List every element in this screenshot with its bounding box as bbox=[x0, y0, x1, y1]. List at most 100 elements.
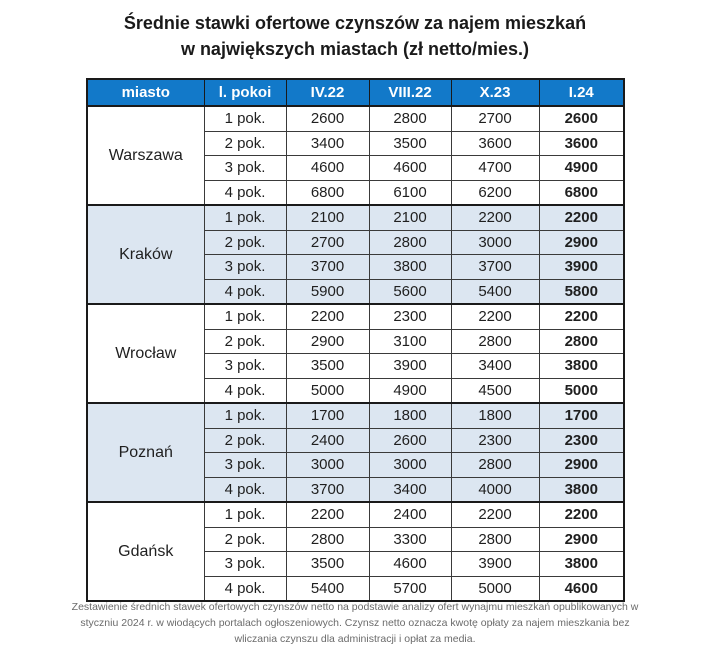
value-cell: 3900 bbox=[368, 353, 452, 379]
value-cell: 3500 bbox=[285, 551, 370, 577]
value-cell: 2600 bbox=[538, 105, 625, 132]
rooms-cell: 2 pok. bbox=[203, 130, 287, 156]
page-title: Średnie stawki ofertowe czynszów za naje… bbox=[0, 10, 710, 62]
rooms-cell: 1 pok. bbox=[203, 105, 287, 132]
table-header-row: miasto l. pokoi IV.22 VIII.22 X.23 I.24 bbox=[86, 78, 625, 107]
rooms-cell: 2 pok. bbox=[203, 427, 287, 453]
table-row: Warszawa 1 pok. 2600 2800 2700 2600 bbox=[86, 105, 625, 206]
value-cell: 3700 bbox=[450, 254, 540, 280]
page-title-line1: Średnie stawki ofertowe czynszów za naje… bbox=[123, 13, 587, 33]
value-cell: 2800 bbox=[450, 526, 540, 552]
value-cell: 3500 bbox=[285, 353, 370, 379]
value-cell: 5900 bbox=[285, 278, 370, 305]
value-cell: 2900 bbox=[538, 452, 625, 478]
value-cell: 1700 bbox=[538, 402, 625, 429]
column-header-x23: X.23 bbox=[450, 78, 540, 107]
value-cell: 3600 bbox=[538, 130, 625, 156]
city-cell: Warszawa bbox=[86, 105, 205, 206]
table-row: Kraków 1 pok. 2100 2100 2200 2200 bbox=[86, 204, 625, 305]
value-cell: 2800 bbox=[285, 526, 370, 552]
table-row: 3 pok. 4600 4600 4700 4900 bbox=[87, 155, 625, 181]
table-row: 3 pok. 3700 3800 3700 3900 bbox=[87, 254, 625, 280]
value-cell: 3000 bbox=[368, 452, 452, 478]
value-cell: 4600 bbox=[285, 155, 370, 181]
value-cell: 4900 bbox=[538, 155, 625, 181]
rooms-cell: 1 pok. bbox=[203, 303, 287, 330]
value-cell: 6800 bbox=[538, 179, 625, 206]
rooms-cell: 2 pok. bbox=[203, 526, 287, 552]
value-cell: 5700 bbox=[368, 575, 452, 602]
value-cell: 2200 bbox=[450, 501, 540, 528]
value-cell: 2800 bbox=[450, 328, 540, 354]
value-cell: 4600 bbox=[368, 155, 452, 181]
value-cell: 2100 bbox=[285, 204, 370, 231]
value-cell: 5800 bbox=[538, 278, 625, 305]
page-title-line2: w największych miastach (zł netto/mies.) bbox=[180, 39, 530, 59]
value-cell: 2200 bbox=[450, 303, 540, 330]
value-cell: 5000 bbox=[285, 377, 370, 404]
rooms-cell: 2 pok. bbox=[203, 328, 287, 354]
table-row: 2 pok. 2900 3100 2800 2800 bbox=[87, 328, 625, 354]
value-cell: 3000 bbox=[450, 229, 540, 255]
value-cell: 3800 bbox=[538, 353, 625, 379]
column-header-i24: I.24 bbox=[538, 78, 625, 107]
value-cell: 3700 bbox=[285, 254, 370, 280]
value-cell: 2800 bbox=[368, 229, 452, 255]
value-cell: 3600 bbox=[450, 130, 540, 156]
value-cell: 3300 bbox=[368, 526, 452, 552]
table-row: 2 pok. 3400 3500 3600 3600 bbox=[87, 130, 625, 156]
value-cell: 6200 bbox=[450, 179, 540, 206]
rent-rates-table: miasto l. pokoi IV.22 VIII.22 X.23 I.24 … bbox=[86, 78, 625, 602]
table-row: 3 pok. 3500 4600 3900 3800 bbox=[87, 551, 625, 577]
table-row: Poznań 1 pok. 1700 1800 1800 1700 bbox=[86, 402, 625, 503]
column-header-viii22: VIII.22 bbox=[368, 78, 452, 107]
value-cell: 2900 bbox=[538, 526, 625, 552]
rooms-cell: 4 pok. bbox=[203, 179, 287, 206]
value-cell: 2200 bbox=[450, 204, 540, 231]
value-cell: 2200 bbox=[285, 501, 370, 528]
value-cell: 3800 bbox=[538, 551, 625, 577]
value-cell: 2800 bbox=[368, 105, 452, 132]
value-cell: 2300 bbox=[538, 427, 625, 453]
value-cell: 3400 bbox=[450, 353, 540, 379]
value-cell: 4700 bbox=[450, 155, 540, 181]
value-cell: 3500 bbox=[368, 130, 452, 156]
rooms-cell: 3 pok. bbox=[203, 155, 287, 181]
value-cell: 2400 bbox=[285, 427, 370, 453]
rooms-cell: 3 pok. bbox=[203, 452, 287, 478]
value-cell: 2900 bbox=[538, 229, 625, 255]
value-cell: 2700 bbox=[450, 105, 540, 132]
city-cell: Poznań bbox=[86, 402, 205, 503]
value-cell: 3400 bbox=[285, 130, 370, 156]
table-row: 2 pok. 2800 3300 2800 2900 bbox=[87, 526, 625, 552]
value-cell: 4000 bbox=[450, 476, 540, 503]
value-cell: 2900 bbox=[285, 328, 370, 354]
value-cell: 5600 bbox=[368, 278, 452, 305]
column-header-iv22: IV.22 bbox=[285, 78, 370, 107]
table-row: 4 pok. 5400 5700 5000 4600 bbox=[87, 575, 625, 602]
value-cell: 2200 bbox=[538, 204, 625, 231]
value-cell: 1700 bbox=[285, 402, 370, 429]
value-cell: 2200 bbox=[285, 303, 370, 330]
table-row: 4 pok. 3700 3400 4000 3800 bbox=[87, 476, 625, 503]
value-cell: 2300 bbox=[368, 303, 452, 330]
value-cell: 5000 bbox=[538, 377, 625, 404]
value-cell: 2200 bbox=[538, 501, 625, 528]
rooms-cell: 1 pok. bbox=[203, 204, 287, 231]
value-cell: 1800 bbox=[450, 402, 540, 429]
city-cell: Wrocław bbox=[86, 303, 205, 404]
table-row: Gdańsk 1 pok. 2200 2400 2200 2200 bbox=[86, 501, 625, 602]
city-cell: Kraków bbox=[86, 204, 205, 305]
rooms-cell: 1 pok. bbox=[203, 501, 287, 528]
value-cell: 3800 bbox=[538, 476, 625, 503]
value-cell: 2600 bbox=[368, 427, 452, 453]
value-cell: 5400 bbox=[450, 278, 540, 305]
rooms-cell: 4 pok. bbox=[203, 575, 287, 602]
rooms-cell: 4 pok. bbox=[203, 476, 287, 503]
value-cell: 4600 bbox=[368, 551, 452, 577]
rooms-cell: 3 pok. bbox=[203, 551, 287, 577]
rooms-cell: 2 pok. bbox=[203, 229, 287, 255]
value-cell: 3800 bbox=[368, 254, 452, 280]
value-cell: 2800 bbox=[538, 328, 625, 354]
